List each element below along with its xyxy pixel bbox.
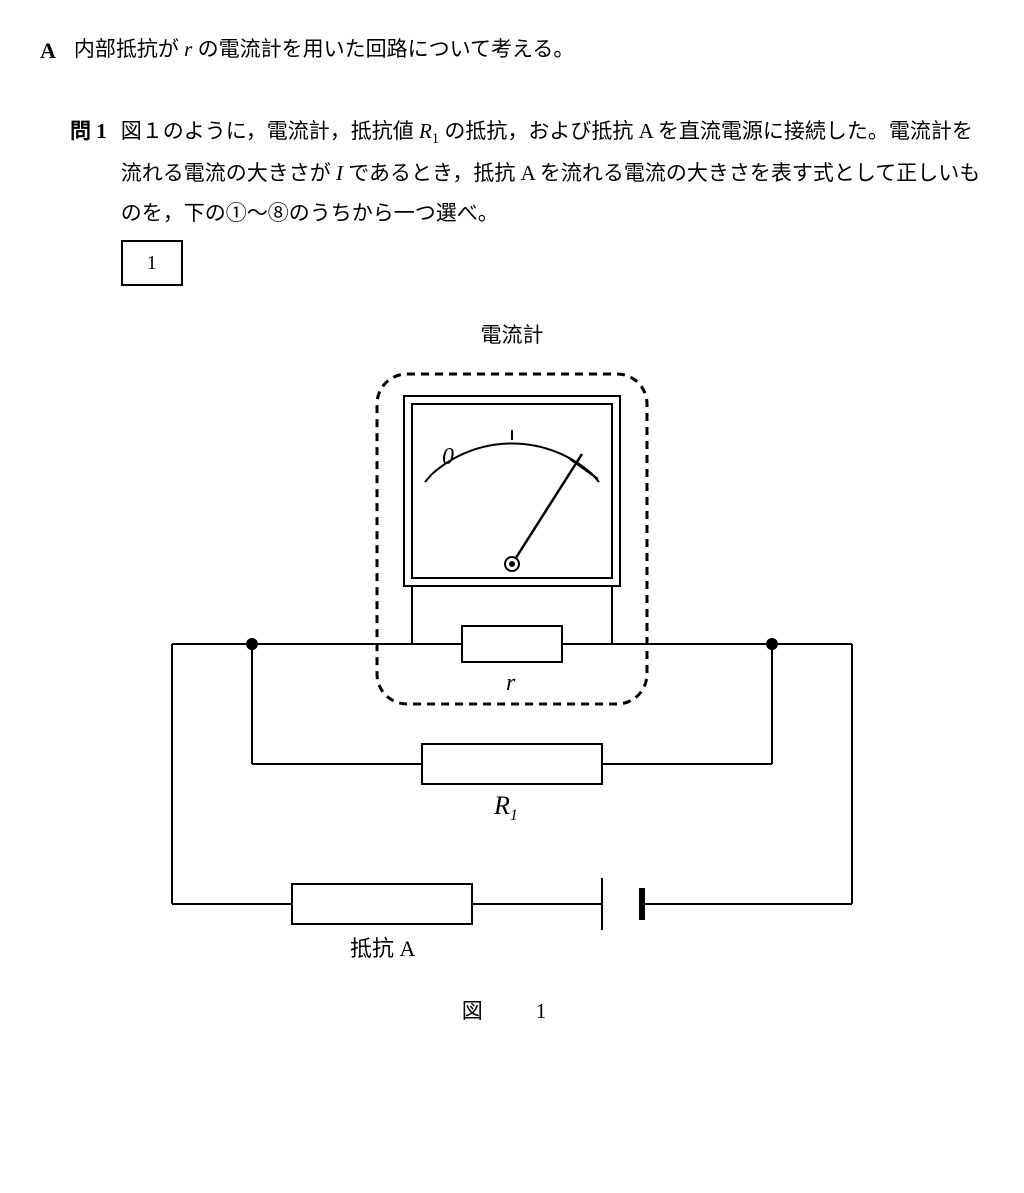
section-label: A — [40, 30, 56, 72]
resistor-r — [462, 626, 562, 662]
figure-1: 電流計 0 r — [132, 316, 892, 1032]
choice-from: ① — [226, 201, 247, 225]
circuit-diagram: 0 r R1 — [132, 364, 892, 974]
resistor-A — [292, 884, 472, 924]
resistor-r-label: r — [506, 670, 516, 696]
answer-box: 1 — [121, 240, 183, 286]
section-text: 内部抵抗が r の電流計を用いた回路について考える。 — [74, 30, 574, 72]
section-text-part-0: 内部抵抗が — [74, 37, 184, 61]
ammeter-scale-arc — [432, 443, 592, 474]
question-1: 問 1 図１のように，電流計，抵抗値 R1 の抵抗，および抵抗 A を直流電源に… — [70, 112, 984, 286]
resistor-R1 — [422, 744, 602, 784]
figure-caption: 図 1 — [132, 992, 892, 1032]
resistor-R1-label: R1 — [493, 791, 518, 824]
var-I: I — [336, 161, 343, 185]
tick-left — [425, 474, 432, 482]
section-header: A 内部抵抗が r の電流計を用いた回路について考える。 — [40, 30, 984, 72]
choice-to: ⑧ — [268, 201, 289, 225]
ammeter-needle — [512, 454, 582, 564]
question-label: 問 1 — [70, 112, 107, 286]
needle-pivot-inner — [509, 561, 515, 567]
zero-label: 0 — [442, 444, 454, 470]
question-text: 図１のように，電流計，抵抗値 R1 の抵抗，および抵抗 A を直流電源に接続した… — [121, 112, 984, 286]
var-R1-base: R — [419, 119, 432, 143]
section-text-part-1: の電流計を用いた回路について考える。 — [192, 37, 574, 61]
meter-label: 電流計 — [132, 316, 892, 356]
q-text-part-0: 図１のように，電流計，抵抗値 — [121, 119, 419, 143]
resistor-A-label: 抵抗 A — [350, 936, 416, 961]
needle-cross — [570, 459, 598, 479]
q-text-part-3: ～ — [247, 201, 268, 225]
q-text-part-4: のうちから一つ選べ。 — [289, 201, 499, 225]
